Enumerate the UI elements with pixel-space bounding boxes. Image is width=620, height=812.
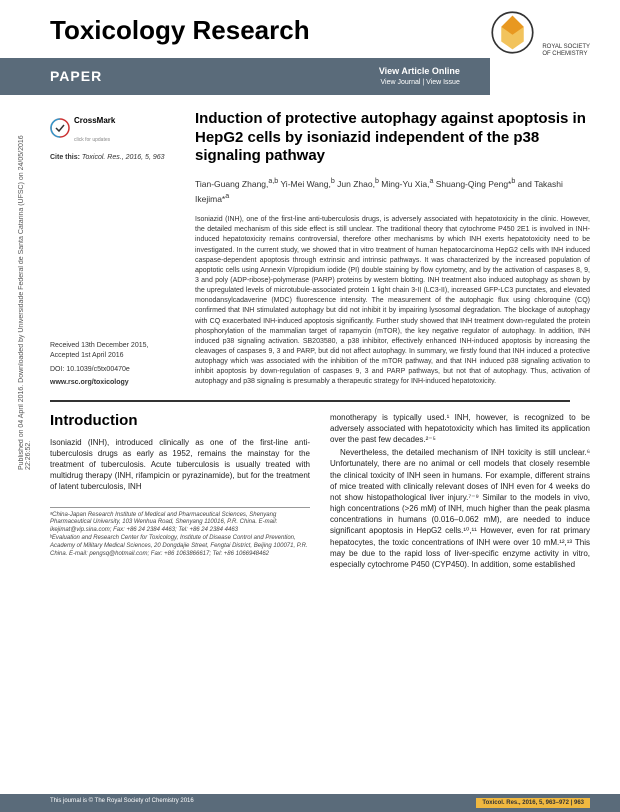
publisher-name-1: ROYAL SOCIETY [542, 44, 590, 50]
intro-left-column: Introduction Isoniazid (INH), introduced… [50, 412, 310, 571]
page-footer: This journal is © The Royal Society of C… [0, 794, 620, 812]
metadata-column: CrossMark click for updates Cite this: T… [50, 110, 180, 388]
article-title: Induction of protective autophagy agains… [195, 110, 590, 166]
view-journal-link[interactable]: View Journal | View Issue [380, 79, 459, 86]
intro-paragraph-1: Isoniazid (INH), introduced clinically a… [50, 437, 310, 493]
intro-paragraph-2: monotherapy is typically used.¹ INH, how… [330, 412, 590, 446]
intro-right-column: monotherapy is typically used.¹ INH, how… [330, 412, 590, 571]
intro-paragraph-3: Nevertheless, the detailed mechanism of … [330, 447, 590, 570]
paper-type-bar: PAPER View Article Online View Journal |… [0, 58, 490, 95]
publisher-logo: ROYAL SOCIETY OF CHEMISTRY [490, 10, 590, 60]
crossmark-badge[interactable]: CrossMark click for updates [50, 110, 180, 146]
journal-url[interactable]: www.rsc.org/toxicology [50, 379, 180, 386]
page-header: Toxicology Research ROYAL SOCIETY OF CHE… [0, 0, 620, 46]
introduction-section: Introduction Isoniazid (INH), introduced… [0, 402, 620, 571]
dates-block: Received 13th December 2015, Accepted 1s… [50, 341, 180, 361]
main-content: CrossMark click for updates Cite this: T… [0, 95, 620, 388]
doi: DOI: 10.1039/c5tx00470e [50, 366, 180, 373]
copyright-text: This journal is © The Royal Society of C… [50, 798, 194, 808]
received-date: Received 13th December 2015, [50, 342, 148, 349]
crossmark-label: CrossMark [74, 116, 115, 125]
accepted-date: Accepted 1st April 2016 [50, 352, 124, 359]
citation: Cite this: Toxicol. Res., 2016, 5, 963 [50, 154, 180, 161]
download-info-sidebar: Published on 04 April 2016. Downloaded b… [18, 120, 32, 470]
view-links: View Article Online View Journal | View … [379, 66, 460, 87]
authors-list: Tian-Guang Zhang,a,b Yi-Mei Wang,b Jun Z… [195, 176, 590, 205]
affiliations-block: ᵃChina-Japan Research Institute of Medic… [50, 507, 310, 559]
view-article-link[interactable]: View Article Online [379, 66, 460, 76]
abstract-text: Isoniazid (INH), one of the first-line a… [195, 215, 590, 387]
crossmark-subtitle: click for updates [74, 137, 110, 143]
publisher-name-2: OF CHEMISTRY [542, 51, 587, 57]
affiliation-b: ᵇEvaluation and Research Center for Toxi… [50, 535, 310, 558]
introduction-heading: Introduction [50, 412, 310, 429]
rsc-icon [490, 10, 535, 55]
article-column: Induction of protective autophagy agains… [195, 110, 590, 388]
journal-title: Toxicology Research [50, 15, 310, 46]
page-citation: Toxicol. Res., 2016, 5, 963–972 | 963 [476, 798, 590, 808]
paper-type-label: PAPER [50, 68, 102, 84]
affiliation-a: ᵃChina-Japan Research Institute of Medic… [50, 512, 310, 535]
crossmark-icon [50, 118, 70, 138]
